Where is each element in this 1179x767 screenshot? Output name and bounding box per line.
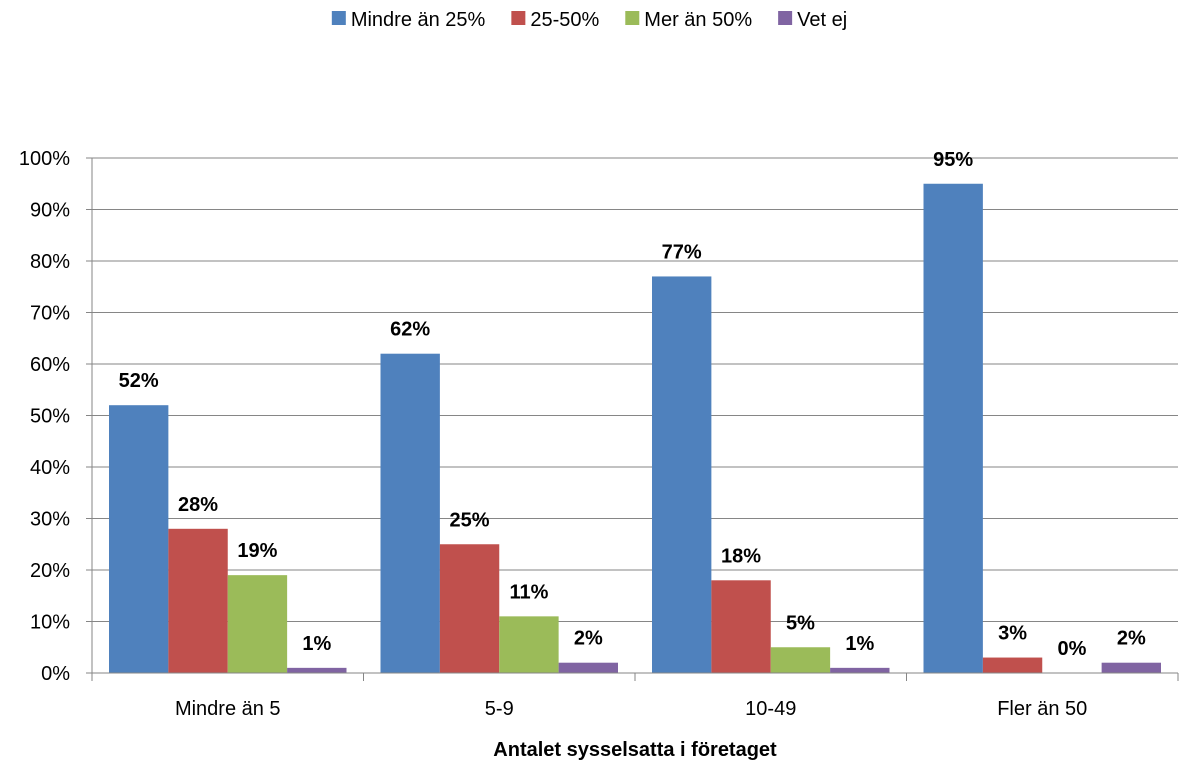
- y-tick-label: 10%: [30, 612, 70, 634]
- data-label: 52%: [119, 370, 159, 392]
- bar: [982, 657, 1043, 673]
- data-label: 77%: [662, 241, 702, 263]
- y-tick-label: 20%: [30, 560, 70, 582]
- y-tick-label: 60%: [30, 354, 70, 376]
- y-tick-label: 0%: [41, 663, 70, 685]
- data-label: 95%: [933, 149, 973, 171]
- legend-swatch: [331, 11, 346, 25]
- bar: [1101, 662, 1161, 673]
- data-label: 18%: [721, 545, 761, 567]
- y-tick-label: 100%: [19, 148, 70, 170]
- y-tick-label: 30%: [30, 509, 70, 531]
- bar: [711, 580, 771, 673]
- legend-swatch: [511, 11, 526, 25]
- bar: [109, 405, 169, 673]
- y-tick-label: 80%: [30, 251, 70, 273]
- legend-label: Mindre än 25%: [351, 9, 486, 31]
- data-label: 28%: [178, 494, 218, 516]
- bar: [439, 544, 500, 673]
- legend-label: Mer än 50%: [644, 9, 752, 31]
- data-label: 2%: [1117, 628, 1146, 650]
- legend-label: Vet ej: [797, 9, 847, 31]
- legend: Mindre än 25% 25-50% Mer än 50% Vet ej: [331, 9, 847, 31]
- bars: [109, 183, 1161, 673]
- data-label: 1%: [302, 633, 331, 655]
- data-label: 11%: [509, 581, 548, 603]
- bar: [770, 647, 831, 673]
- y-tick-label: 90%: [30, 200, 70, 222]
- x-axis: Mindre än 5 5-9 10-49 Fler än 50: [91, 672, 1179, 720]
- x-axis-title: Antalet sysselsatta i företaget: [493, 739, 777, 761]
- x-category-label: Fler än 50: [997, 698, 1087, 720]
- legend-label: 25-50%: [530, 9, 599, 31]
- legend-swatch: [625, 11, 640, 25]
- bar: [380, 353, 440, 673]
- y-tick-label: 70%: [30, 303, 70, 325]
- y-tick-label: 40%: [30, 457, 70, 479]
- data-labels: 52% 28% 19% 1% 62% 25% 11% 2% 77% 18% 5% 1% 95% 3% 0% 2…: [119, 149, 1146, 660]
- data-label: 5%: [786, 612, 815, 634]
- bar: [830, 667, 890, 673]
- x-category-label: 5-9: [485, 698, 514, 720]
- data-label: 3%: [998, 623, 1027, 645]
- data-label: 2%: [574, 628, 603, 650]
- x-category-label: 10-49: [745, 698, 796, 720]
- data-label: 0%: [1057, 638, 1086, 660]
- bar: [168, 528, 228, 673]
- y-axis-ticks: 0% 10% 20% 30% 40% 50% 60% 70% 80% 90% 100%: [19, 148, 93, 685]
- legend-swatch: [778, 11, 793, 25]
- bar: [923, 183, 983, 673]
- bar: [287, 667, 347, 673]
- y-tick-label: 50%: [30, 406, 70, 428]
- bar: [499, 616, 559, 673]
- data-label: 25%: [450, 509, 490, 531]
- data-label: 19%: [237, 540, 277, 562]
- data-label: 62%: [390, 319, 430, 341]
- data-label: 1%: [845, 633, 874, 655]
- bar: [227, 575, 288, 673]
- bar: [558, 662, 618, 673]
- gridlines: [92, 157, 1178, 622]
- x-category-label: Mindre än 5: [175, 698, 281, 720]
- bar: [652, 276, 712, 673]
